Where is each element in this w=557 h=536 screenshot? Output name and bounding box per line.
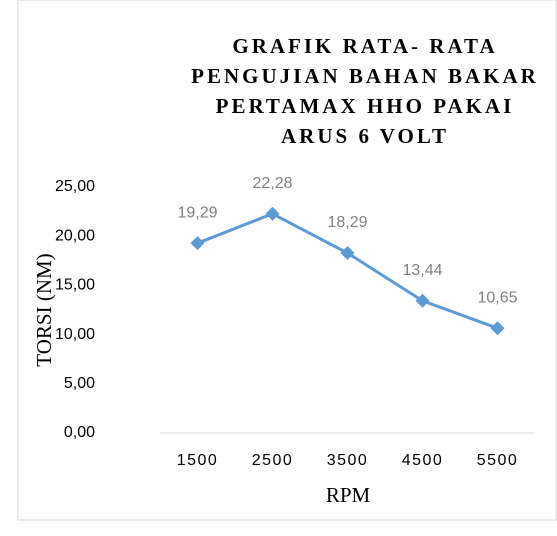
marker bbox=[490, 321, 505, 336]
y-tick-label: 5,00 bbox=[64, 375, 95, 392]
y-tick-label: 15,00 bbox=[55, 277, 95, 294]
y-tick-label: 10,00 bbox=[55, 326, 95, 343]
chart-title: PERTAMAX HHO PAKAI bbox=[216, 94, 515, 118]
chart-title: GRAFIK RATA- RATA bbox=[232, 34, 497, 58]
marker bbox=[265, 206, 280, 221]
y-tick-label: 20,00 bbox=[55, 227, 95, 244]
x-tick-label: 4500 bbox=[402, 452, 444, 469]
marker bbox=[415, 293, 430, 308]
y-tick-label: 0,00 bbox=[64, 424, 95, 441]
data-label: 10,65 bbox=[477, 289, 517, 306]
data-label: 18,29 bbox=[327, 214, 367, 231]
marker bbox=[340, 246, 355, 261]
chart-title: ARUS 6 VOLT bbox=[281, 124, 449, 148]
x-tick-label: 5500 bbox=[477, 452, 519, 469]
marker bbox=[190, 236, 205, 251]
y-tick-label: 25,00 bbox=[55, 178, 95, 195]
x-axis-label: RPM bbox=[326, 483, 371, 507]
x-tick-label: 2500 bbox=[252, 452, 294, 469]
data-label: 13,44 bbox=[402, 262, 442, 279]
x-tick-label: 1500 bbox=[177, 452, 219, 469]
data-label: 19,29 bbox=[177, 204, 217, 221]
data-label: 22,28 bbox=[252, 175, 292, 192]
x-tick-label: 3500 bbox=[327, 452, 369, 469]
y-axis-label: TORSI (NM) bbox=[32, 253, 56, 366]
chart-title: PENGUJIAN BAHAN BAKAR bbox=[191, 64, 539, 88]
